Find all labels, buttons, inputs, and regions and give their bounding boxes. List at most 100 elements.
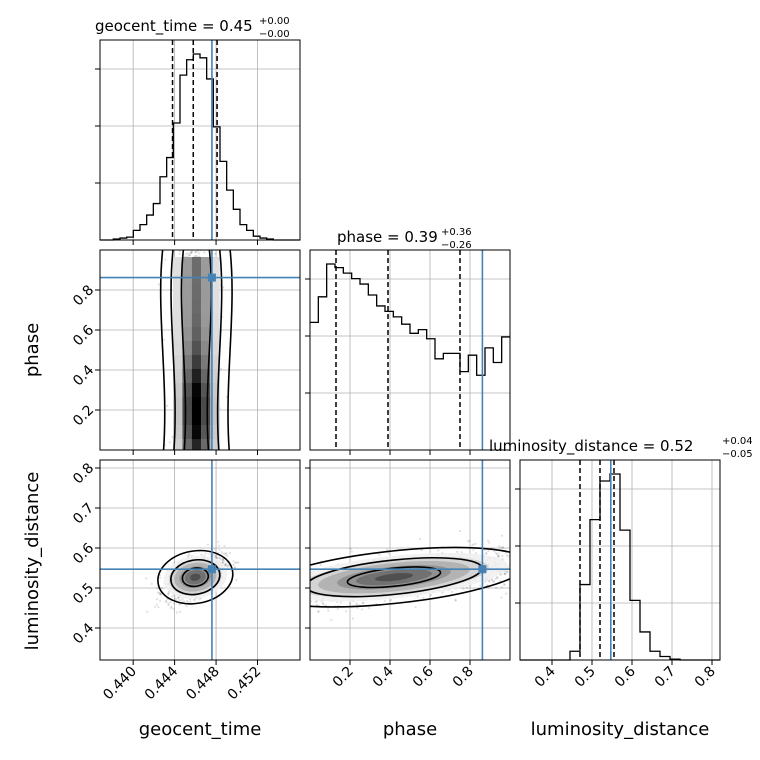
scatter-point — [221, 560, 224, 564]
scatter-point — [185, 599, 189, 603]
scatter-point — [320, 563, 323, 567]
scatter-point — [490, 579, 494, 582]
scatter-point — [194, 598, 197, 601]
density-cell — [191, 397, 202, 411]
scatter-point — [234, 562, 237, 565]
density-band — [190, 573, 201, 581]
scatter-point — [462, 587, 465, 590]
scatter-point — [224, 553, 228, 556]
scatter-point — [225, 564, 228, 568]
scatter-point — [466, 586, 469, 589]
truth-marker — [207, 565, 216, 574]
scatter-point — [490, 578, 493, 581]
scatter-point — [360, 608, 364, 611]
contours-geocent-time-phase — [159, 250, 233, 450]
density-cell — [173, 369, 183, 383]
density-cell — [173, 425, 183, 439]
scatter-point — [165, 404, 169, 407]
scatter-point — [497, 552, 500, 555]
scatter-point — [488, 579, 491, 582]
density-cell — [182, 397, 192, 411]
density-cell — [210, 257, 220, 271]
scatter-point — [216, 556, 219, 559]
scatter-point — [204, 552, 207, 555]
density-cell — [173, 383, 183, 397]
scatter-point — [212, 553, 215, 557]
scatter-point — [503, 572, 506, 575]
density-cell — [210, 369, 220, 383]
contour-outer — [159, 250, 233, 450]
title-luminosity-distance: luminosity_distance = 0.52 — [489, 437, 693, 456]
scatter-point — [196, 250, 199, 253]
scatter-point — [221, 558, 224, 562]
contour-outer — [310, 546, 510, 608]
scatter-point — [458, 529, 462, 533]
panel-frame — [99, 39, 301, 241]
scatter-point — [496, 553, 499, 556]
density-cell — [191, 299, 202, 313]
scatter-point — [214, 554, 218, 557]
scatter-point — [474, 542, 477, 545]
scatter-point — [361, 601, 365, 604]
density-cell — [191, 369, 202, 383]
scatter-point — [164, 600, 168, 604]
scatter-point — [208, 552, 211, 555]
scatter-point — [190, 250, 193, 253]
density-cell — [191, 313, 202, 327]
scatter-point — [221, 558, 224, 562]
scatter-point — [153, 605, 156, 608]
scatter-point — [437, 549, 440, 552]
scatter-point — [146, 610, 149, 613]
xlabel-geocent-time: geocent_time — [139, 719, 262, 740]
contours-geocent-time-luminosity-distance — [157, 549, 234, 605]
density-cell — [182, 369, 192, 383]
scatter-point — [500, 596, 503, 599]
scatter-point — [185, 605, 188, 608]
scatter-point — [474, 552, 478, 555]
scatter-point — [310, 600, 313, 603]
scatter-point — [500, 586, 503, 589]
scatter-point — [349, 602, 352, 605]
scatter-point — [383, 599, 386, 603]
scatter-point — [497, 554, 500, 558]
scatter-point — [378, 553, 381, 556]
scatter-point — [317, 610, 320, 613]
scatter-point — [495, 586, 498, 589]
scatter-point — [504, 572, 507, 576]
scatter-point — [472, 549, 475, 552]
title-geocent-time: geocent_time = 0.45 — [95, 17, 253, 36]
scatter-point — [183, 600, 186, 603]
contour-inner — [181, 567, 210, 588]
panel-frame — [99, 459, 301, 661]
density-cell — [182, 439, 192, 450]
scatter-point — [501, 534, 504, 537]
truth-marker — [478, 565, 487, 574]
panel-frame — [99, 249, 301, 451]
scatter-point — [178, 603, 181, 606]
density-cell — [201, 369, 211, 383]
density-cell — [191, 341, 202, 355]
histogram-geocent-time — [100, 53, 300, 241]
density-cell — [201, 257, 211, 271]
scatter-point — [194, 254, 197, 258]
density-cell — [210, 285, 220, 299]
scatter-point — [224, 563, 227, 566]
scatter-point — [150, 582, 153, 585]
scatter-point — [503, 582, 506, 585]
title-luminosity-distance-minus: −0.05 — [722, 449, 753, 460]
scatter-point — [157, 606, 160, 609]
scatter-point — [484, 580, 487, 583]
scatter-point — [501, 546, 504, 549]
scatter-point — [422, 596, 425, 600]
scatter-point — [350, 550, 353, 553]
scatter-point — [158, 592, 161, 595]
density-cell — [182, 341, 192, 355]
scatter-point — [351, 617, 354, 620]
density-cell — [191, 425, 202, 439]
density-cell — [210, 397, 220, 411]
scatter-point — [188, 553, 191, 556]
scatter-point — [505, 592, 508, 595]
scatter-point — [222, 552, 226, 555]
density-cell — [210, 425, 220, 439]
density-cell — [182, 257, 192, 271]
